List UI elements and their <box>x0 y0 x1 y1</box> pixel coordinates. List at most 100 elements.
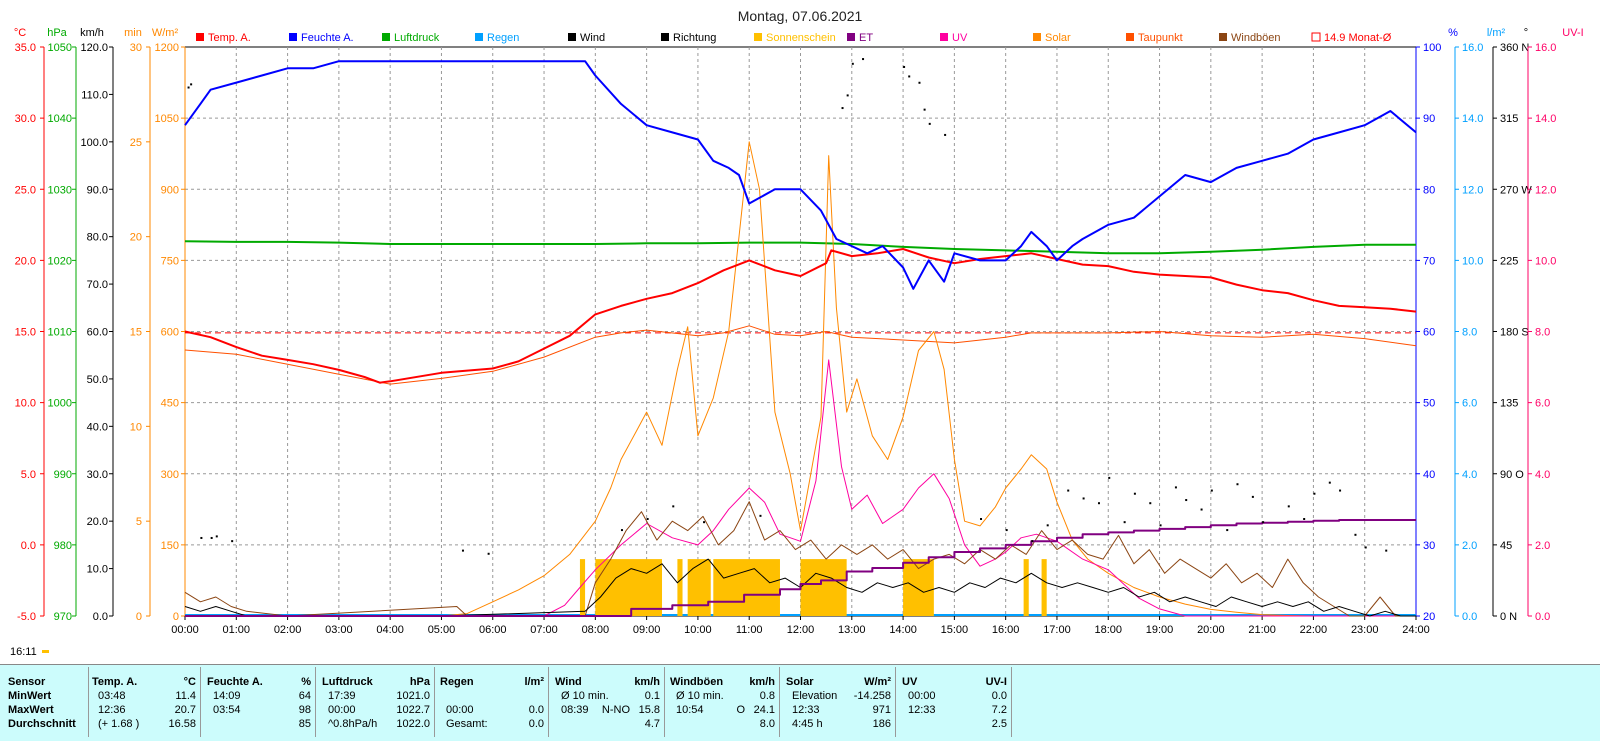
direction-point <box>1031 540 1034 543</box>
series-line-taupunkt <box>184 325 1417 385</box>
legend-label: UV <box>952 32 968 44</box>
tick-label-humidity: 70 <box>1423 255 1435 267</box>
axis-units: °C hPa km/h min W/m² % l/m² ° UV-I <box>14 27 1584 39</box>
tick-label-pressure: 1050 <box>48 42 72 54</box>
direction-point <box>851 62 854 65</box>
direction-point <box>1236 483 1239 486</box>
footer-time-pressure: 00:00 <box>328 704 356 716</box>
footer-time-temp: 03:48 <box>98 690 126 702</box>
footer-value-uv: 2.5 <box>991 718 1007 730</box>
series-line-solar <box>185 141 1416 617</box>
footer-row-avg: Durchschnitt <box>8 718 76 730</box>
unit-direction: ° <box>1524 27 1528 39</box>
footer-time-solar: 4:45 h <box>792 718 823 730</box>
tick-label-solar: 450 <box>161 398 179 410</box>
tick-label-uv: 16.0 <box>1535 42 1556 54</box>
tick-label-solar: 0 <box>173 611 179 623</box>
x-tick-label: 05:00 <box>428 624 456 636</box>
x-tick-label: 23:00 <box>1351 624 1379 636</box>
legend-swatch-outline <box>1311 32 1321 42</box>
footer-row-min: MinWert <box>8 690 52 702</box>
direction-point <box>928 122 931 125</box>
direction-point <box>1226 529 1229 532</box>
tick-label-wind: 80.0 <box>87 232 108 244</box>
footer-divider <box>548 667 549 737</box>
legend-swatch <box>382 33 390 41</box>
legend-label: Feuchte A. <box>301 32 354 44</box>
legend-swatch <box>754 33 762 41</box>
tick-label-uv: 0.0 <box>1535 611 1550 623</box>
timestamp: 16:11 <box>10 646 37 658</box>
legend-label: Solar <box>1045 32 1071 44</box>
footer-time-rain: Gesamt: <box>446 718 488 730</box>
tick-label-temp: 25.0 <box>15 184 36 196</box>
direction-point <box>1149 502 1152 505</box>
tick-label-sunmin: 15 <box>130 327 142 339</box>
direction-point <box>1210 489 1213 492</box>
footer-value-temp: 16.58 <box>168 718 196 730</box>
tick-label-solar: 300 <box>161 469 179 481</box>
footer-time-temp: 12:36 <box>98 704 126 716</box>
tick-label-wind: 50.0 <box>87 374 108 386</box>
tick-label-sunmin: 0 <box>136 611 142 623</box>
footer-divider <box>895 667 896 737</box>
tick-label-humidity: 50 <box>1423 398 1435 410</box>
tick-label-direction: 90 O <box>1500 469 1524 481</box>
footer-unit-gust: km/h <box>749 676 775 688</box>
series-line-feuchte-a- <box>184 60 1417 290</box>
footer-sensor-header: Sensor <box>8 676 46 688</box>
tick-label-pressure: 970 <box>54 611 72 623</box>
tick-label-direction: 180 S <box>1500 327 1529 339</box>
footer-time-humidity: 14:09 <box>213 690 241 702</box>
footer-time-solar: Elevation <box>792 690 838 702</box>
tick-label-direction: 270 W <box>1500 184 1532 196</box>
direction-point <box>908 75 911 78</box>
x-tick-label: 06:00 <box>479 624 507 636</box>
tick-label-humidity: 30 <box>1423 540 1435 552</box>
tick-label-rain: 16.0 <box>1462 42 1483 54</box>
tick-label-wind: 100.0 <box>80 137 108 149</box>
footer-dir-gust: O <box>736 704 745 716</box>
tick-label-wind: 70.0 <box>87 279 108 291</box>
direction-point <box>1082 497 1085 500</box>
legend-label: Sonnenschein <box>766 32 836 44</box>
tick-label-solar: 150 <box>161 540 179 552</box>
direction-point <box>759 514 762 517</box>
footer-col-solar: Solar W/m² Elevation -14.258 12:33 971 4:45 h 1… <box>786 665 891 741</box>
footer-unit-rain: l/m² <box>524 676 544 688</box>
direction-point <box>1133 492 1136 495</box>
footer-value-temp: 20.7 <box>174 704 196 716</box>
grid <box>184 46 1417 617</box>
direction-point <box>841 107 844 110</box>
footer-header-pressure: Luftdruck <box>322 676 373 688</box>
x-tick-label: 24:00 <box>1402 624 1430 636</box>
footer-divider <box>664 667 665 737</box>
tick-label-solar: 900 <box>161 184 179 196</box>
footer-dir-wind: N-NO <box>601 704 630 716</box>
footer-value-pressure: 1021.0 <box>396 690 430 702</box>
footer-time-solar: 12:33 <box>792 704 820 716</box>
unit-pressure: hPa <box>47 27 67 39</box>
legend-label: ET <box>859 32 873 44</box>
tick-label-rain: 12.0 <box>1462 184 1483 196</box>
tick-label-temp: 30.0 <box>15 113 36 125</box>
tick-label-uv: 10.0 <box>1535 255 1556 267</box>
direction-point <box>1385 549 1388 552</box>
x-tick-label: 11:00 <box>736 624 763 636</box>
tick-label-uv: 2.0 <box>1535 540 1550 552</box>
tick-label-wind: 20.0 <box>87 516 108 528</box>
direction-point <box>1046 524 1049 527</box>
tick-label-rain: 0.0 <box>1462 611 1477 623</box>
tick-label-wind: 10.0 <box>87 564 108 576</box>
axes: 35.030.025.020.015.010.05.00.0-5.0105010… <box>15 42 1557 636</box>
direction-point <box>923 108 926 111</box>
footer-header-humidity: Feuchte A. <box>207 676 263 688</box>
x-tick-label: 21:00 <box>1248 624 1276 636</box>
tick-label-uv: 6.0 <box>1535 398 1550 410</box>
legend-swatch <box>196 33 204 41</box>
x-tick-label: 12:00 <box>787 624 815 636</box>
direction-point <box>461 549 464 552</box>
footer-value-pressure: 1022.0 <box>396 718 430 730</box>
legend-swatch <box>475 33 483 41</box>
direction-point <box>1159 524 1162 527</box>
